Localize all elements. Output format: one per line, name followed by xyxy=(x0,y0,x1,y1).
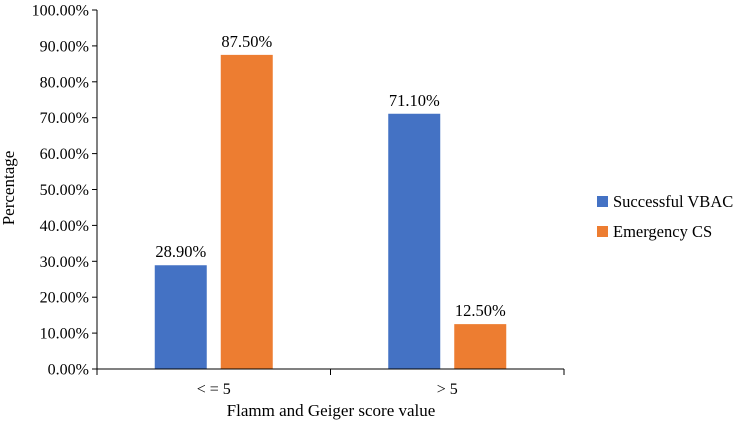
x-axis-title: Flamm and Geiger score value xyxy=(227,401,436,420)
legend-swatch xyxy=(597,226,608,237)
legend-swatch xyxy=(597,196,608,207)
y-tick-label: 60.00% xyxy=(40,146,89,163)
bars-group xyxy=(154,54,507,369)
y-tick-label: 80.00% xyxy=(40,74,89,91)
bar-emergency-cs-1 xyxy=(220,54,273,369)
legend-label: Emergency CS xyxy=(613,222,712,241)
bar-emergency-cs-2 xyxy=(454,324,507,369)
y-tick-label: 10.00% xyxy=(40,326,89,343)
y-axis-ticks: 0.00% 10.00% 20.00% 30.00% 40.00% 50.00% 60.00… xyxy=(32,3,97,379)
x-tick-label: > 5 xyxy=(437,381,458,398)
legend-label: Successful VBAC xyxy=(613,192,733,211)
data-label: 28.90% xyxy=(155,242,206,261)
x-axis-ticks: < = 5 > 5 xyxy=(96,369,565,398)
bar-successful-vbac-2 xyxy=(388,113,441,369)
bar-successful-vbac-1 xyxy=(154,265,207,369)
y-tick-label: 70.00% xyxy=(40,110,89,127)
y-tick-label: 50.00% xyxy=(40,182,89,199)
data-labels-group: 28.90% 87.50% 71.10% 12.50% xyxy=(155,32,506,320)
data-label: 71.10% xyxy=(389,91,440,110)
y-tick-label: 0.00% xyxy=(48,362,89,379)
data-label: 12.50% xyxy=(455,301,506,320)
y-axis-title: Percentage xyxy=(0,151,18,226)
y-tick-label: 30.00% xyxy=(40,254,89,271)
legend: Successful VBAC Emergency CS xyxy=(597,192,733,241)
y-tick-label: 90.00% xyxy=(40,38,89,55)
data-label: 87.50% xyxy=(221,32,272,51)
y-tick-label: 20.00% xyxy=(40,290,89,307)
y-tick-label: 40.00% xyxy=(40,218,89,235)
x-tick-label: < = 5 xyxy=(197,381,231,398)
y-tick-label: 100.00% xyxy=(32,3,89,20)
